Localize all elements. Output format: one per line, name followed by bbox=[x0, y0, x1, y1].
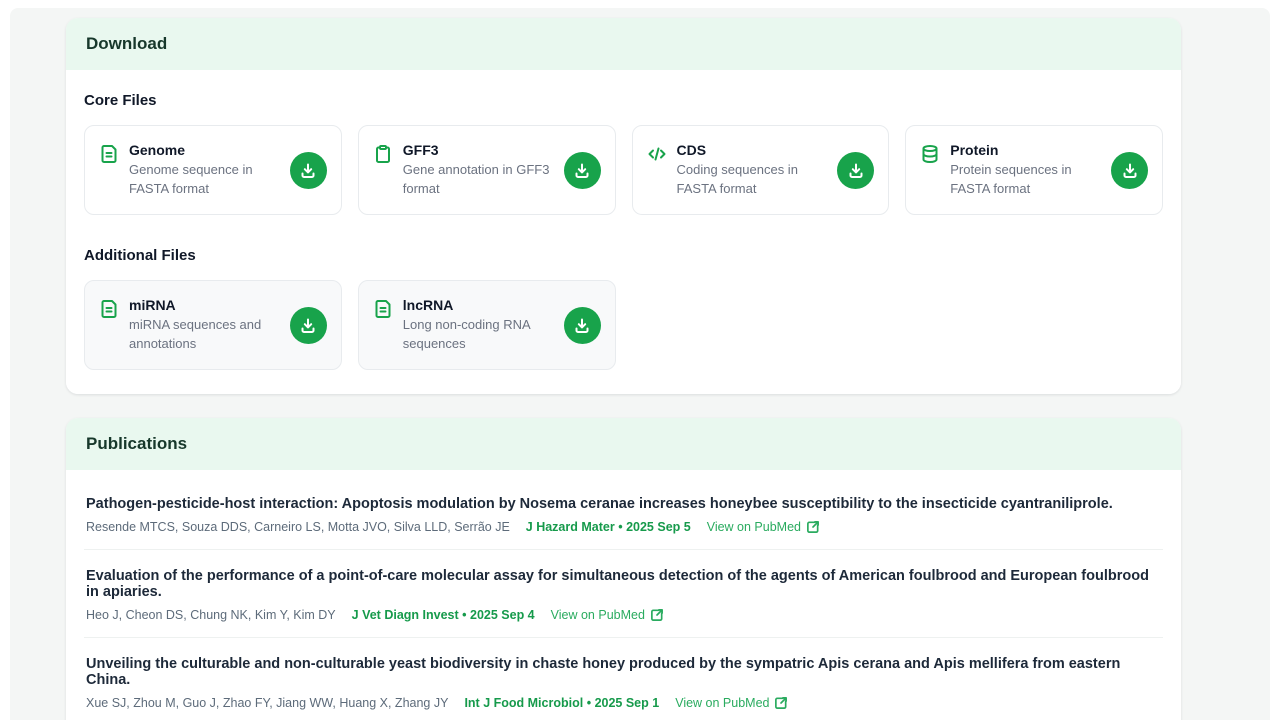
publication-date: 2025 Sep 4 bbox=[470, 608, 535, 622]
file-description: Protein sequences in FASTA format bbox=[950, 161, 1072, 196]
file-description: miRNA sequences and annotations bbox=[129, 316, 262, 351]
file-title: GFF3 bbox=[402, 141, 439, 158]
external-link-icon bbox=[774, 696, 788, 710]
publication-authors: Resende MTCS, Souza DDS, Carneiro LS, Mo… bbox=[86, 520, 510, 534]
publication-date: 2025 Sep 5 bbox=[626, 520, 691, 534]
publication-journal: J Vet Diagn Invest • 2025 Sep 4 bbox=[351, 608, 535, 622]
file-title: Genome bbox=[129, 141, 186, 158]
download-protein-button[interactable] bbox=[1111, 151, 1148, 189]
core-files-grid: Genome Genome sequence in FASTA format bbox=[84, 125, 1163, 215]
database-icon bbox=[920, 144, 940, 164]
bullet-separator: • bbox=[462, 608, 467, 622]
publication-date: 2025 Sep 1 bbox=[594, 696, 660, 710]
file-description: Genome sequence in FASTA format bbox=[129, 161, 253, 196]
publication-title: Unveiling the culturable and non-cultura… bbox=[86, 656, 1121, 688]
download-icon bbox=[1121, 161, 1139, 179]
file-text-icon bbox=[373, 299, 393, 319]
file-title: Protein bbox=[950, 141, 999, 158]
publication-authors: Xue SJ, Zhou M, Guo J, Zhao FY, Jiang WW… bbox=[86, 696, 449, 710]
core-files-heading: Core Files bbox=[84, 92, 157, 109]
view-on-pubmed-link[interactable]: View on PubMed bbox=[707, 520, 820, 534]
code-icon bbox=[647, 144, 667, 164]
file-title: CDS bbox=[676, 141, 707, 158]
bullet-separator: • bbox=[586, 696, 592, 710]
file-text-icon bbox=[99, 144, 119, 164]
external-link-icon bbox=[650, 608, 664, 622]
file-card-gff3: GFF3 Gene annotation in GFF3 format bbox=[357, 125, 616, 215]
download-section-header: Download bbox=[66, 18, 1181, 70]
publication-item: Pathogen-pesticide-host interaction: Apo… bbox=[84, 478, 1163, 550]
file-card-genome: Genome Genome sequence in FASTA format bbox=[84, 125, 342, 215]
download-mirna-button[interactable] bbox=[289, 306, 327, 344]
bullet-separator: • bbox=[618, 520, 623, 534]
file-description: Long non-coding RNA sequences bbox=[402, 316, 530, 351]
file-description: Coding sequences in FASTA format bbox=[676, 161, 798, 196]
publications-section: Publications Pathogen-pesticide-host int… bbox=[66, 418, 1181, 720]
download-cds-button[interactable] bbox=[837, 151, 875, 189]
download-genome-button[interactable] bbox=[289, 151, 327, 189]
download-lncrna-button[interactable] bbox=[563, 306, 601, 344]
download-section-body: Core Files Genome Genome sequence in FAS… bbox=[66, 70, 1181, 394]
publication-item: Evaluation of the performance of a point… bbox=[84, 550, 1163, 638]
publication-item: Unveiling the culturable and non-cultura… bbox=[84, 638, 1163, 720]
view-on-pubmed-link[interactable]: View on PubMed bbox=[675, 696, 788, 710]
file-card-protein: Protein Protein sequences in FASTA forma… bbox=[905, 125, 1163, 215]
download-gff3-button[interactable] bbox=[563, 151, 601, 189]
external-link-icon bbox=[806, 520, 820, 534]
view-on-pubmed-link[interactable]: View on PubMed bbox=[551, 608, 664, 622]
file-text-icon bbox=[99, 299, 119, 319]
file-card-lncrna: lncRNA Long non-coding RNA sequences bbox=[357, 280, 616, 370]
file-title: miRNA bbox=[129, 296, 176, 313]
download-icon bbox=[847, 161, 865, 179]
publication-journal: Int J Food Microbiol • 2025 Sep 1 bbox=[464, 696, 660, 710]
clipboard-icon bbox=[373, 144, 393, 164]
download-icon bbox=[299, 161, 317, 179]
publications-section-header: Publications bbox=[66, 418, 1181, 470]
download-icon bbox=[573, 161, 591, 179]
file-title: lncRNA bbox=[402, 296, 454, 313]
page-background: Download Core Files Genome Genome sequen… bbox=[10, 8, 1270, 720]
publication-journal: J Hazard Mater • 2025 Sep 5 bbox=[525, 520, 691, 534]
file-card-mirna: miRNA miRNA sequences and annotations bbox=[84, 280, 342, 370]
publications-list: Pathogen-pesticide-host interaction: Apo… bbox=[66, 470, 1181, 720]
publication-title: Evaluation of the performance of a point… bbox=[86, 568, 1149, 600]
publication-title: Pathogen-pesticide-host interaction: Apo… bbox=[86, 496, 1113, 512]
download-icon bbox=[573, 316, 591, 334]
download-section: Download Core Files Genome Genome sequen… bbox=[66, 18, 1181, 394]
download-icon bbox=[299, 316, 317, 334]
content-container: Download Core Files Genome Genome sequen… bbox=[66, 18, 1181, 720]
file-description: Gene annotation in GFF3 format bbox=[402, 161, 550, 196]
publication-authors: Heo J, Cheon DS, Chung NK, Kim Y, Kim DY bbox=[86, 608, 336, 622]
additional-files-grid: miRNA miRNA sequences and annotations bbox=[84, 280, 1163, 370]
file-card-cds: CDS Coding sequences in FASTA format bbox=[631, 125, 890, 215]
additional-files-heading: Additional Files bbox=[84, 247, 196, 264]
